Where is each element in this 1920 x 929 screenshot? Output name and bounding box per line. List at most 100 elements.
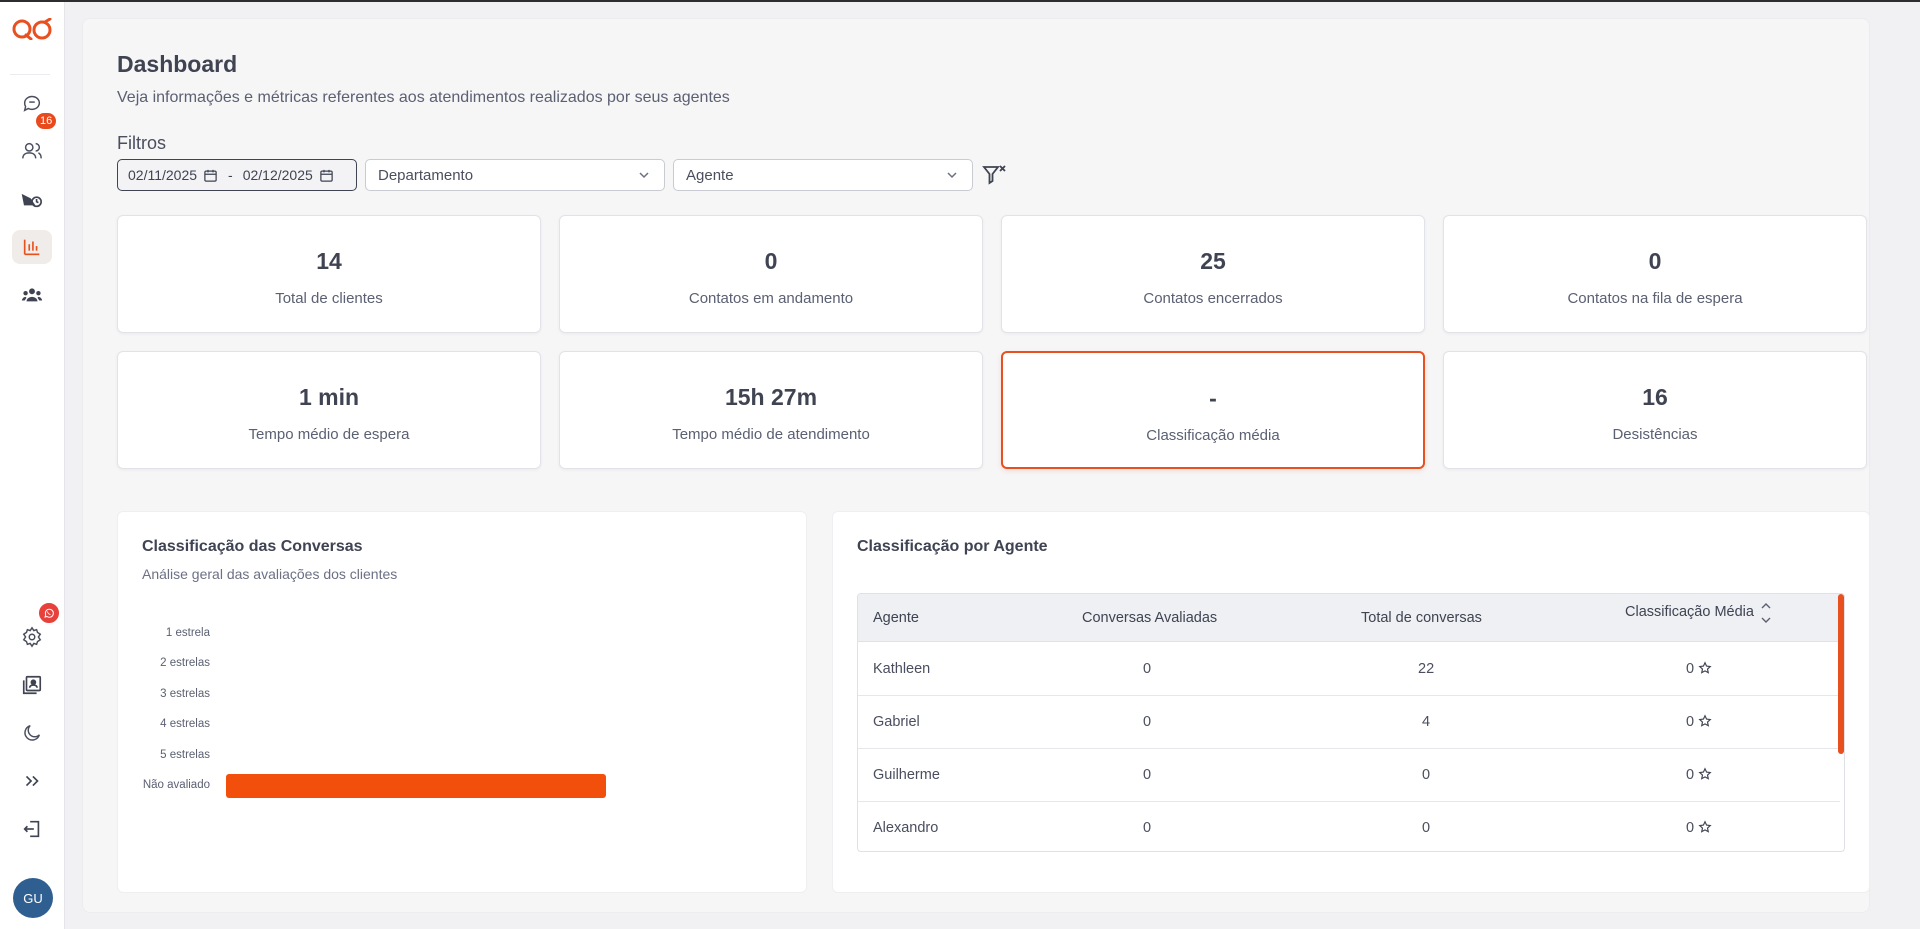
chart-bar[interactable] <box>226 774 606 798</box>
table-row: Alexandro 0 0 0 <box>858 802 1840 851</box>
metric-value: 25 <box>1200 248 1226 274</box>
sidebar-item-contacts[interactable] <box>12 134 52 168</box>
calendar-icon[interactable] <box>203 168 218 183</box>
metric-label: Tempo médio de espera <box>248 426 410 443</box>
chart-category-label: 4 estrelas <box>160 718 210 731</box>
calendar-icon[interactable] <box>319 168 334 183</box>
sidebar-item-history[interactable] <box>12 182 52 216</box>
star-icon <box>1698 714 1712 727</box>
metric-card-closed-contacts: 25 Contatos encerrados <box>1001 215 1425 333</box>
page-title: Dashboard <box>117 51 238 77</box>
sidebar-item-logout[interactable] <box>12 812 52 846</box>
sidebar-item-teams[interactable] <box>12 278 52 312</box>
cell-rated: 0 <box>1143 767 1152 783</box>
avg-value: 0 <box>1686 661 1695 677</box>
metric-card-avg-wait: 1 min Tempo médio de espera <box>117 351 541 469</box>
avg-value: 0 <box>1686 820 1695 836</box>
page-subtitle: Veja informações e métricas referentes a… <box>117 89 730 106</box>
agent-select[interactable]: Agente <box>673 159 973 191</box>
star-icon <box>1698 661 1712 674</box>
metric-label: Contatos na fila de espera <box>1567 290 1743 307</box>
table-row: Gabriel 0 4 0 <box>858 696 1840 749</box>
metric-card-ongoing-contacts: 0 Contatos em andamento <box>559 215 983 333</box>
chart-category-label: 3 estrelas <box>160 687 210 700</box>
ratings-chart-panel: Classificação das Conversas Análise gera… <box>117 511 807 893</box>
moon-icon <box>24 724 41 741</box>
metric-card-queue-contacts: 0 Contatos na fila de espera <box>1443 215 1867 333</box>
whatsapp-badge[interactable] <box>37 601 61 625</box>
clear-filter-icon[interactable] <box>981 162 1007 188</box>
table-header: Agente Conversas Avaliadas Total de conv… <box>858 594 1844 642</box>
metric-card-avg-rating[interactable]: - Classificação média <box>1001 351 1425 469</box>
chart-category-label: 5 estrelas <box>160 748 210 761</box>
chat-bubble-icon <box>23 95 41 112</box>
sidebar-item-expand[interactable] <box>12 764 52 798</box>
metric-label: Classificação média <box>1146 427 1280 444</box>
agent-ratings-table: Agente Conversas Avaliadas Total de conv… <box>857 593 1845 852</box>
user-avatar[interactable]: GU <box>13 878 53 918</box>
sidebar-divider <box>10 74 50 75</box>
cell-agent: Alexandro <box>873 820 939 836</box>
avg-value: 0 <box>1686 767 1695 783</box>
window-top-border <box>0 0 1920 2</box>
contact-book-icon <box>22 675 42 695</box>
cell-agent: Kathleen <box>873 661 931 677</box>
app-logo[interactable] <box>12 18 54 40</box>
metric-card-dropouts: 16 Desistências <box>1443 351 1867 469</box>
date-separator: - <box>228 167 233 183</box>
metric-card-total-clients: 14 Total de clientes <box>117 215 541 333</box>
metric-value: 15h 27m <box>724 384 818 410</box>
users-icon <box>22 142 42 159</box>
chart-category-label: 1 estrela <box>165 627 210 639</box>
agent-select-value: Agente <box>686 166 734 184</box>
cell-rated: 0 <box>1143 714 1152 730</box>
panel-subtitle: Análise geral das avaliações dos cliente… <box>142 566 398 582</box>
cell-avg-rating: 0 <box>1686 661 1712 677</box>
dashboard-main: Dashboard Veja informações e métricas re… <box>82 18 1870 913</box>
sidebar-item-contacts-book[interactable] <box>12 668 52 702</box>
chats-count-badge: 16 <box>34 111 59 131</box>
chevrons-right-icon <box>25 775 39 787</box>
column-header-rated: Conversas Avaliadas <box>1082 610 1218 626</box>
cell-avg-rating: 0 <box>1686 767 1712 783</box>
column-header-avg-rating[interactable]: Classificação Média <box>1625 604 1754 620</box>
whatsapp-icon <box>44 608 54 618</box>
cell-total: 0 <box>1422 820 1431 836</box>
date-end[interactable]: 02/12/2025 <box>242 167 313 183</box>
panel-title: Classificação das Conversas <box>142 538 363 555</box>
cell-avg-rating: 0 <box>1686 714 1712 730</box>
cell-total: 4 <box>1422 714 1431 730</box>
delivery-clock-icon <box>21 193 42 208</box>
metric-value: 0 <box>764 248 778 274</box>
metric-value: 16 <box>1642 384 1668 410</box>
metric-label: Contatos em andamento <box>688 290 854 307</box>
department-select[interactable]: Departamento <box>365 159 665 191</box>
cell-avg-rating: 0 <box>1686 820 1712 836</box>
avg-value: 0 <box>1686 714 1695 730</box>
table-row: Kathleen 0 22 0 <box>858 643 1840 696</box>
table-scrollbar[interactable] <box>1838 594 1844 754</box>
bar-chart-icon <box>23 239 40 256</box>
metric-value: 14 <box>316 248 342 274</box>
column-header-total: Total de conversas <box>1361 610 1482 626</box>
table-row: Guilherme 0 0 0 <box>858 749 1840 802</box>
filters-label: Filtros <box>117 133 166 153</box>
sidebar-item-dark-mode[interactable] <box>12 716 52 750</box>
metric-label: Total de clientes <box>275 290 383 307</box>
metric-label: Tempo médio de atendimento <box>672 426 870 443</box>
date-range-input[interactable]: 02/11/2025 - 02/12/2025 <box>117 159 357 191</box>
sort-icon[interactable] <box>1759 600 1773 626</box>
panel-title: Classificação por Agente <box>857 538 1048 555</box>
column-header-agent: Agente <box>873 610 919 626</box>
star-icon <box>1698 820 1712 833</box>
star-icon <box>1698 767 1712 780</box>
sidebar-item-chats[interactable] <box>12 86 52 120</box>
metric-value: 0 <box>1648 248 1662 274</box>
metric-label: Contatos encerrados <box>1143 290 1283 307</box>
department-select-value: Departamento <box>378 166 474 184</box>
chart-category-label: 2 estrelas <box>160 657 210 670</box>
date-start[interactable]: 02/11/2025 <box>128 167 198 183</box>
sidebar-item-settings[interactable] <box>12 620 52 654</box>
cell-rated: 0 <box>1143 661 1152 677</box>
sidebar-item-dashboard[interactable] <box>12 230 52 264</box>
